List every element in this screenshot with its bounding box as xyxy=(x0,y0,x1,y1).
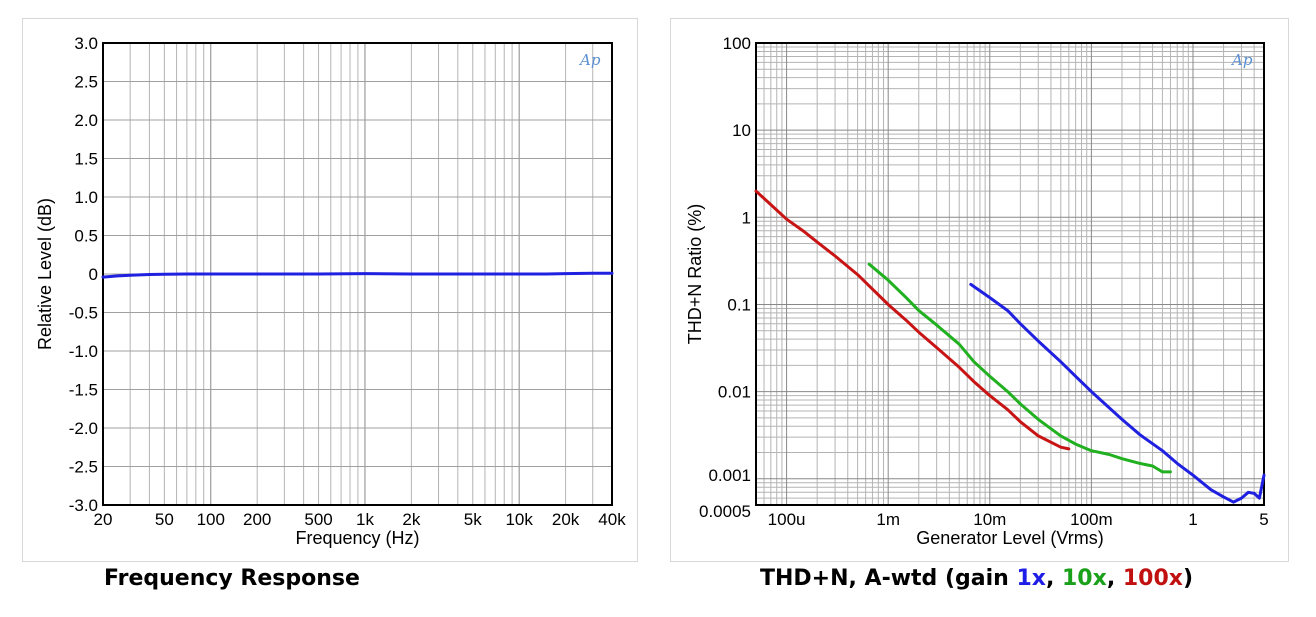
caption-end: ) xyxy=(1182,566,1194,591)
caption-sep-2: , xyxy=(1106,566,1123,591)
y-tick-label: 1 xyxy=(742,208,751,227)
x-tick-label: 500 xyxy=(304,510,332,529)
y-axis-label: THD+N Ratio (%) xyxy=(685,204,705,345)
x-tick-label: 1 xyxy=(1188,510,1197,529)
y-tick-label: 3.0 xyxy=(74,34,98,53)
series-line-0 xyxy=(101,271,614,279)
thd-n-chart: 100u 1m 10m 100m 1 51001010.10.010.0010.0005 … xyxy=(685,34,1269,548)
y-tick-label: 0 xyxy=(89,265,98,284)
x-tick-label: 10m xyxy=(973,510,1006,529)
caption-gain-1x: 1x xyxy=(1016,566,1046,591)
y-tick-label: 1.5 xyxy=(74,150,98,169)
ap-logo: Ap xyxy=(1230,51,1253,69)
frequency-response-panel: 20 50 100 200 500 1k 2k 5k 10k 20k 40k 3.0 2.5 2.0 1.5… xyxy=(22,18,638,562)
caption-main: THD+N, A-wtd (gain xyxy=(760,566,1017,591)
series-line-100x xyxy=(754,189,1071,451)
x-axis-label: Frequency (Hz) xyxy=(295,528,419,548)
caption-gain-10x: 10x xyxy=(1062,566,1107,591)
x-axis-label: Generator Level (Vrms) xyxy=(916,528,1103,548)
y-axis-label: Relative Level (dB) xyxy=(35,198,55,350)
x-tick-label: 100m xyxy=(1070,510,1113,529)
frequency-response-caption: Frequency Response xyxy=(104,566,360,591)
y-tick-label: -1.0 xyxy=(69,342,98,361)
x-tick-label: 20 xyxy=(94,510,113,529)
y-tick-label: 0.001 xyxy=(708,466,751,485)
series-line-10x xyxy=(867,262,1172,474)
x-tick-label: 1m xyxy=(876,510,900,529)
thd-n-caption: THD+N, A-wtd (gain 1x, 10x, 100x) xyxy=(760,566,1193,591)
y-tick-label: 10 xyxy=(732,121,751,140)
y-tick-label: 0.0005 xyxy=(699,502,751,521)
ap-logo: Ap xyxy=(578,51,601,69)
x-tick-label: 2k xyxy=(402,510,420,529)
plot-frame xyxy=(755,42,1265,506)
y-tick-label: -2.0 xyxy=(69,419,98,438)
y-tick-label: -1.5 xyxy=(69,381,98,400)
y-tick-label: -2.5 xyxy=(69,458,98,477)
y-tick-label: 100 xyxy=(723,34,751,53)
x-tick-label: 200 xyxy=(243,510,271,529)
x-tick-label: 10k xyxy=(505,510,533,529)
y-tick-label: -3.0 xyxy=(69,496,98,515)
x-tick-label: 100u xyxy=(768,510,806,529)
x-tick-label: 5k xyxy=(464,510,482,529)
y-tick-label: 0.1 xyxy=(727,295,751,314)
thd-n-panel: 100u 1m 10m 100m 1 5 100 10 1 0.1 0.01 0.001 0.0005 … xyxy=(670,18,1289,562)
x-tick-label: 5 xyxy=(1259,510,1268,529)
x-tick-label: 1k xyxy=(356,510,374,529)
frequency-response-chart: 20 50 100 200 500 1k 2k 5k 10k 20k 40k 3.0 2.5 2.0 1.5… xyxy=(35,34,626,548)
x-tick-label: 40k xyxy=(598,510,626,529)
caption-sep-1: , xyxy=(1045,566,1062,591)
y-tick-label: -0.5 xyxy=(69,304,98,323)
y-tick-label: 1.0 xyxy=(74,188,98,207)
y-tick-label: 2.5 xyxy=(74,73,98,92)
x-tick-label: 50 xyxy=(155,510,174,529)
y-tick-label: 0.5 xyxy=(74,227,98,246)
series-line-1x xyxy=(969,282,1266,504)
y-tick-label: 0.01 xyxy=(718,383,751,402)
caption-gain-100x: 100x xyxy=(1122,566,1183,591)
y-tick-label: 2.0 xyxy=(74,111,98,130)
x-tick-label: 20k xyxy=(552,510,580,529)
x-tick-label: 100 xyxy=(197,510,225,529)
